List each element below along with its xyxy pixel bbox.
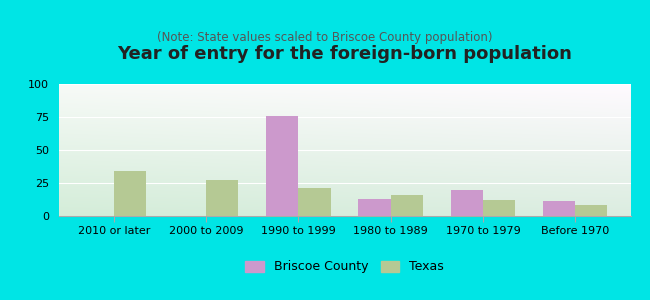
Text: (Note: State values scaled to Briscoe County population): (Note: State values scaled to Briscoe Co… bbox=[157, 32, 493, 44]
Bar bbox=[450, 190, 483, 216]
Bar bbox=[543, 202, 575, 216]
Title: Year of entry for the foreign-born population: Year of entry for the foreign-born popul… bbox=[117, 45, 572, 63]
Bar bbox=[575, 206, 608, 216]
Bar bbox=[206, 180, 239, 216]
Bar bbox=[391, 195, 423, 216]
Legend: Briscoe County, Texas: Briscoe County, Texas bbox=[240, 255, 449, 278]
Bar bbox=[266, 116, 298, 216]
Bar bbox=[298, 188, 331, 216]
Bar bbox=[483, 200, 515, 216]
Bar bbox=[114, 171, 146, 216]
Bar bbox=[358, 199, 391, 216]
